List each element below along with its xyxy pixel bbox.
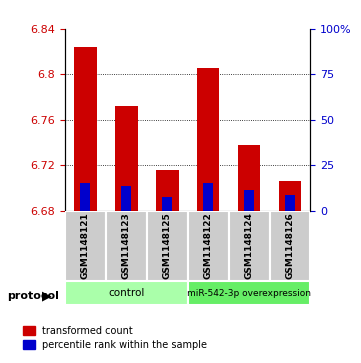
Bar <box>115 106 138 211</box>
Text: GSM1148124: GSM1148124 <box>245 212 253 280</box>
Text: ▶: ▶ <box>42 289 51 302</box>
Text: GSM1148126: GSM1148126 <box>286 213 295 279</box>
Bar <box>162 197 172 211</box>
Text: GSM1148123: GSM1148123 <box>122 213 131 279</box>
FancyBboxPatch shape <box>270 211 310 281</box>
Bar <box>203 183 213 211</box>
Text: GSM1148121: GSM1148121 <box>81 213 90 279</box>
Bar <box>285 195 295 211</box>
FancyBboxPatch shape <box>106 211 147 281</box>
Text: control: control <box>108 288 144 298</box>
Bar <box>244 190 254 211</box>
FancyBboxPatch shape <box>147 211 188 281</box>
Text: GSM1148122: GSM1148122 <box>204 213 213 279</box>
FancyBboxPatch shape <box>188 281 310 305</box>
Bar <box>156 170 178 211</box>
Bar <box>121 185 131 211</box>
FancyBboxPatch shape <box>65 211 106 281</box>
Legend: transformed count, percentile rank within the sample: transformed count, percentile rank withi… <box>23 326 207 350</box>
Bar <box>238 145 260 211</box>
FancyBboxPatch shape <box>65 281 188 305</box>
Bar <box>279 181 301 211</box>
Text: protocol: protocol <box>7 291 59 301</box>
Bar <box>197 68 219 211</box>
Bar <box>74 47 97 211</box>
Text: miR-542-3p overexpression: miR-542-3p overexpression <box>187 289 311 298</box>
Bar <box>81 183 91 211</box>
Text: GSM1148125: GSM1148125 <box>163 213 172 279</box>
FancyBboxPatch shape <box>188 211 229 281</box>
FancyBboxPatch shape <box>229 211 270 281</box>
